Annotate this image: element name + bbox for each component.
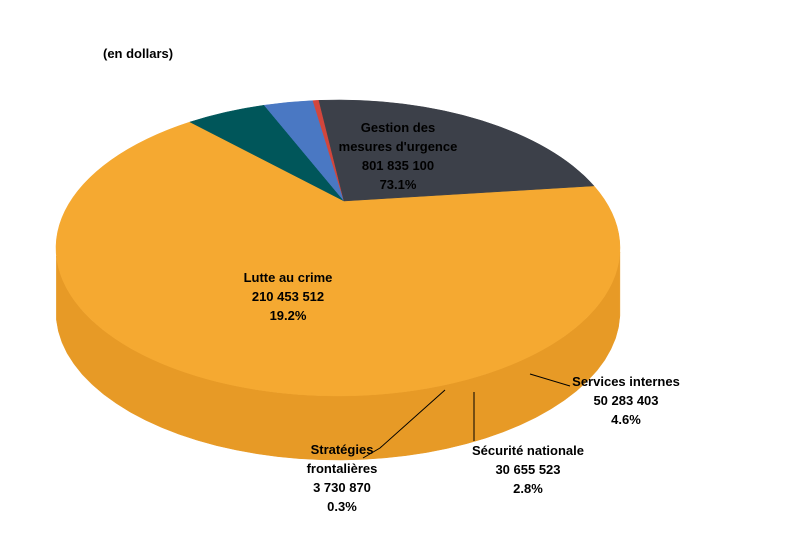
slice-name-line: Gestion des: [360, 120, 436, 135]
slice-label-strategies: Stratégies frontalières 3 730 870 0.3%: [282, 440, 402, 516]
slice-name-line: mesures d'urgence: [338, 139, 458, 154]
slice-percent: 2.8%: [513, 481, 543, 496]
slice-value: 801 835 100: [361, 158, 435, 173]
slice-label-services: Services internes 50 283 403 4.6%: [556, 372, 696, 429]
slice-name-line: Sécurité nationale: [472, 443, 584, 458]
slice-name-line: Services internes: [572, 374, 680, 389]
slice-percent: 4.6%: [611, 412, 641, 427]
slice-value: 50 283 403: [593, 393, 659, 408]
slice-name-line: Lutte au crime: [243, 270, 333, 285]
slice-label-lutte: Lutte au crime 210 453 512 19.2%: [208, 268, 368, 325]
slice-value: 3 730 870: [313, 480, 371, 495]
slice-name-line: Stratégies: [310, 442, 374, 457]
slice-name-line: frontalières: [306, 461, 378, 476]
slice-value: 30 655 523: [495, 462, 561, 477]
slice-percent: 0.3%: [327, 499, 357, 514]
leader-line-services: [529, 373, 571, 387]
leader-line-strategies: [362, 389, 446, 459]
slice-top: [318, 99, 595, 202]
slice-percent: 19.2%: [269, 308, 307, 323]
slice-top: [55, 121, 621, 397]
slice-value: 210 453 512: [251, 289, 325, 304]
unit-label: (en dollars): [103, 46, 174, 61]
slice-label-securite: Sécurité nationale 30 655 523 2.8%: [458, 441, 598, 498]
slice-percent: 73.1%: [379, 177, 417, 192]
slice-label-gestion: Gestion des mesures d'urgence 801 835 10…: [318, 118, 478, 194]
